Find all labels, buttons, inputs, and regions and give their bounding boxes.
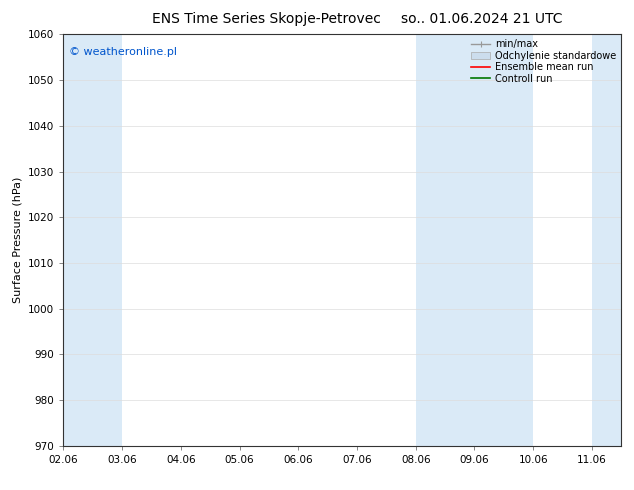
Text: © weatheronline.pl: © weatheronline.pl — [69, 47, 177, 57]
Y-axis label: Surface Pressure (hPa): Surface Pressure (hPa) — [13, 177, 23, 303]
Text: so.. 01.06.2024 21 UTC: so.. 01.06.2024 21 UTC — [401, 12, 562, 26]
Text: ENS Time Series Skopje-Petrovec: ENS Time Series Skopje-Petrovec — [152, 12, 381, 26]
Bar — [416, 34, 533, 446]
Bar — [592, 34, 621, 446]
Bar — [63, 34, 122, 446]
Legend: min/max, Odchylenie standardowe, Ensemble mean run, Controll run: min/max, Odchylenie standardowe, Ensembl… — [469, 37, 618, 85]
